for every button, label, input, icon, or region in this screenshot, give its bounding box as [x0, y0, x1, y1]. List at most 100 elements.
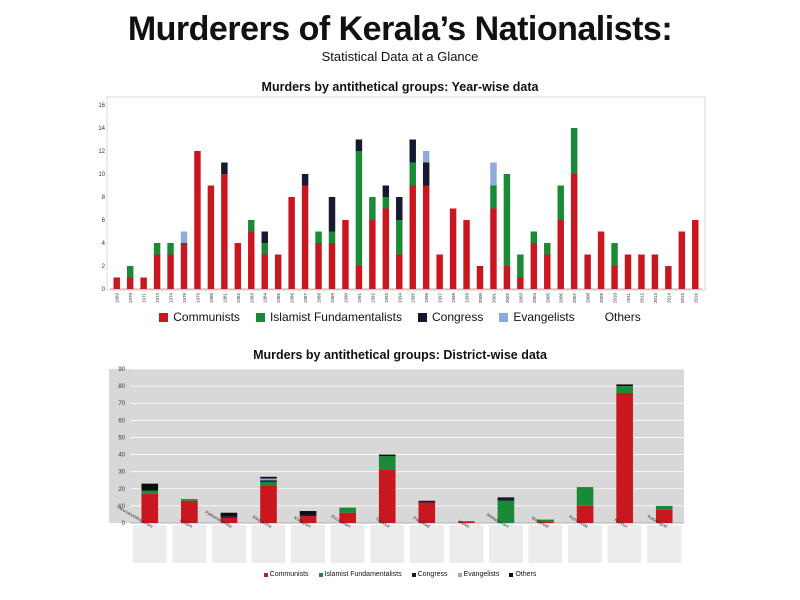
legend-label-others: Others: [604, 310, 641, 324]
bar-segment-communists: [517, 277, 524, 289]
bar-segment-communists: [378, 469, 396, 523]
bar-segment-communists: [248, 231, 255, 289]
bar-segment-communists: [355, 266, 363, 289]
bar-segment-communists: [126, 277, 134, 289]
bar-segment-congress: [220, 516, 238, 518]
y-tick-label: 16: [98, 103, 105, 109]
district-chart-legend: Communists Islamist Fundamentalists Cong…: [0, 571, 800, 578]
bar-segment-communists: [261, 254, 268, 289]
bar-segment-congress: [418, 500, 436, 503]
bar-segment-islamist-fundamentalists: [382, 197, 390, 209]
bar-segment-evangelists: [490, 162, 497, 186]
x-tick-label: 2003: [518, 293, 523, 304]
x-tick-label: 1999: [465, 293, 470, 304]
bar-segment-communists: [207, 185, 215, 289]
bar-segment-communists: [369, 220, 376, 289]
x-tick-label: Kollam: [179, 518, 194, 529]
x-tick-label: 1971: [142, 293, 147, 304]
y-tick-label: 8: [102, 195, 106, 201]
bar-segment-communists: [422, 185, 430, 289]
x-tick-label: 1981: [222, 293, 227, 304]
y-tick-label: 80: [118, 384, 125, 390]
bar-segment-islamist-fundamentalists: [655, 505, 673, 510]
bar-segment-communists: [220, 517, 238, 523]
bar-segment-congress: [328, 197, 336, 232]
bar-segment-islamist-fundamentalists: [503, 174, 511, 266]
bar-segment-communists: [655, 509, 673, 523]
y-tick-label: 0: [122, 521, 126, 527]
x-tick-label: 2005: [545, 293, 550, 304]
y-tick-label: 2: [102, 264, 106, 270]
y-tick-label: 14: [98, 126, 105, 132]
x-label-box: [370, 525, 405, 563]
bar-segment-evangelists: [422, 151, 430, 163]
x-tick-label: 2016: [693, 293, 698, 304]
bar-segment-islamist-fundamentalists: [153, 243, 161, 255]
x-tick-label: Kannur: [614, 517, 630, 529]
legend2-swatch-others: [509, 572, 514, 577]
legend2-swatch-islamist: [318, 572, 323, 577]
bar-segment-islamist-fundamentalists: [248, 220, 255, 232]
bar-segment-communists: [180, 243, 188, 289]
x-label-box: [291, 525, 326, 563]
x-tick-label: 1973: [155, 293, 160, 304]
x-tick-label: 2015: [680, 293, 685, 304]
bar-segment-communists: [418, 502, 436, 523]
bar-segment-communists: [476, 266, 484, 289]
bar-segment-islamist-fundamentalists: [530, 231, 538, 243]
x-label-box: [449, 525, 484, 563]
page-title: Murderers of Kerala’s Nationalists:: [127, 10, 673, 48]
bar-segment-islamist-fundamentalists: [315, 231, 322, 243]
bar-segment-communists: [221, 174, 228, 289]
plot-frame: [106, 96, 706, 291]
x-tick-label: 2000: [478, 293, 483, 304]
bar-segment-congress: [261, 231, 268, 243]
bar-segment-congress: [301, 174, 309, 186]
y-tick-label: 10: [118, 504, 125, 510]
bar-segment-communists: [315, 243, 322, 289]
legend-swatch-islamist: [255, 312, 265, 322]
x-tick-label: Idukki: [458, 519, 471, 529]
bar-segment-congress: [497, 497, 515, 501]
legend-item-islamist: Islamist Fundamentalists: [255, 310, 402, 324]
bar-segment-communists: [140, 277, 147, 289]
bar-segment-islamist-fundamentalists: [544, 243, 551, 255]
x-tick-label: 1978: [182, 293, 187, 304]
bar-segment-others: [141, 483, 159, 491]
bar-segment-islamist-fundamentalists: [328, 231, 336, 243]
bar-segment-others: [220, 512, 238, 517]
legend2-label-others: Others: [515, 571, 537, 578]
x-tick-label: 1987: [303, 293, 308, 304]
bar-segment-communists: [624, 254, 632, 289]
bar-segment-congress: [355, 139, 363, 151]
bar-segment-communists: [339, 512, 356, 523]
bar-segment-communists: [458, 521, 475, 523]
y-tick-label: 40: [118, 453, 125, 459]
bar-segment-islamist-fundamentalists: [339, 507, 356, 513]
y-tick-label: 30: [118, 470, 125, 476]
bar-segment-communists: [678, 231, 686, 289]
year-chart-legend: Communists Islamist Fundamentalists Cong…: [0, 310, 800, 324]
bar-segment-communists: [651, 254, 659, 289]
page-subtitle: Statistical Data at a Glance: [321, 49, 479, 64]
x-tick-label: 1970: [128, 293, 133, 304]
bar-segment-communists: [576, 505, 594, 523]
x-tick-label: 1979: [195, 293, 200, 304]
bar-segment-islamist-fundamentalists: [396, 220, 403, 255]
y-tick-label: 12: [98, 149, 105, 155]
x-label-box: [647, 525, 682, 563]
bar-segment-communists: [299, 516, 317, 523]
bar-segment-communists: [449, 208, 457, 289]
x-tick-label: 2013: [653, 293, 658, 304]
bar-segment-islamist-fundamentalists: [497, 500, 515, 523]
bar-segment-evangelists: [180, 231, 188, 243]
legend-label-congress: Congress: [431, 310, 484, 324]
bar-segment-islamist-fundamentalists: [557, 185, 564, 220]
y-tick-label: 50: [118, 435, 125, 441]
legend2-item-others: Others: [509, 571, 536, 578]
bar-segment-communists: [260, 485, 277, 523]
bar-segment-others: [616, 384, 633, 387]
legend2-label-evangelists: Evangelists: [463, 571, 500, 578]
